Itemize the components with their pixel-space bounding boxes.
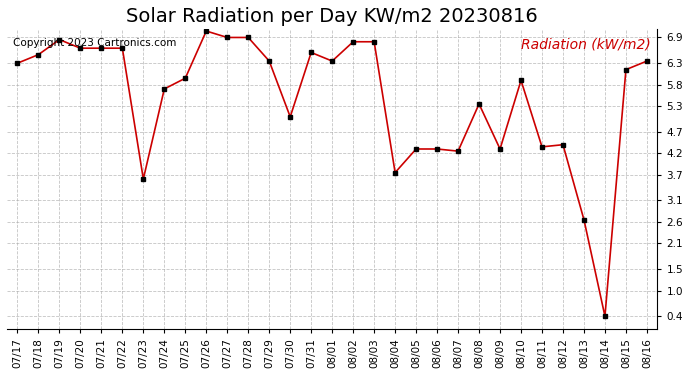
Text: Copyright 2023 Cartronics.com: Copyright 2023 Cartronics.com	[13, 38, 177, 48]
Title: Solar Radiation per Day KW/m2 20230816: Solar Radiation per Day KW/m2 20230816	[126, 7, 538, 26]
Text: Radiation (kW/m2): Radiation (kW/m2)	[521, 38, 651, 52]
